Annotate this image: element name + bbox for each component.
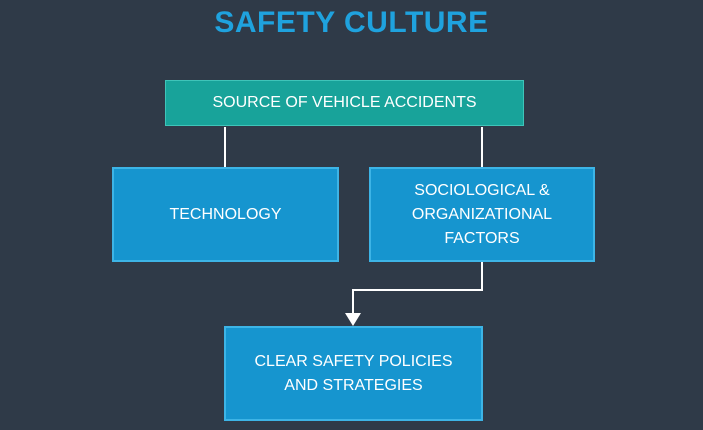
node-sociological-organizational-factors: SOCIOLOGICAL & ORGANIZATIONAL FACTORS	[369, 167, 595, 262]
node-technology-label: TECHNOLOGY	[169, 205, 282, 223]
node-policies-label: CLEAR SAFETY POLICIES AND STRATEGIES	[254, 352, 453, 394]
node-clear-safety-policies: CLEAR SAFETY POLICIES AND STRATEGIES	[224, 326, 483, 421]
connector-sociological-policies	[352, 262, 483, 314]
node-source-of-vehicle-accidents: SOURCE OF VEHICLE ACCIDENTS	[165, 80, 524, 126]
diagram-title: SAFETY CULTURE	[214, 6, 489, 39]
node-source-label: SOURCE OF VEHICLE ACCIDENTS	[212, 94, 477, 111]
arrowhead-policies	[345, 313, 361, 326]
node-sociological-label: SOCIOLOGICAL & ORGANIZATIONAL FACTORS	[411, 181, 553, 247]
node-technology: TECHNOLOGY	[112, 167, 339, 262]
